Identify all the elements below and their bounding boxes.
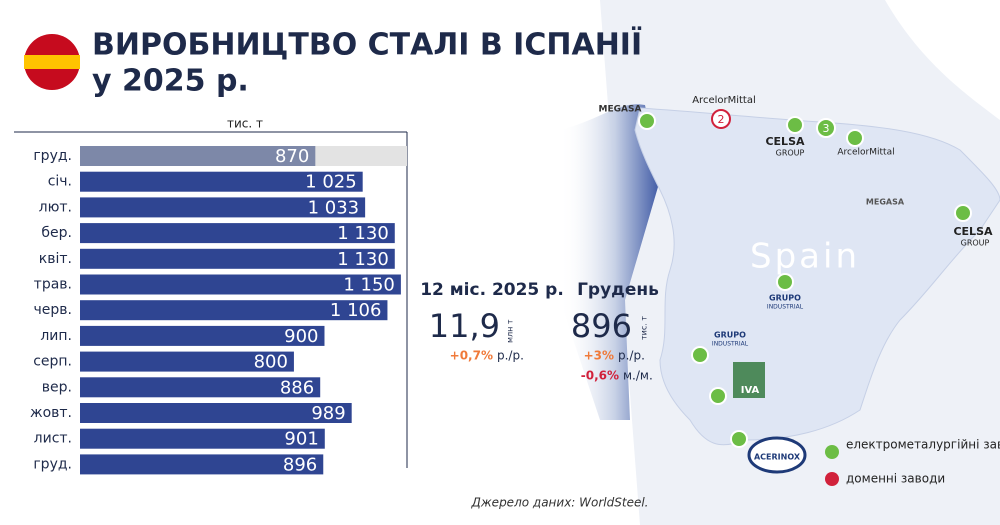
category-label: черв. — [34, 302, 72, 318]
value-label: 870 — [275, 146, 309, 167]
summary-change-unit: м./м. — [623, 369, 653, 383]
bar — [80, 274, 401, 295]
bar — [80, 325, 325, 346]
value-label: 989 — [311, 403, 345, 424]
bar — [80, 454, 324, 475]
map-label: GROUP — [961, 239, 990, 248]
legend-swatch — [825, 472, 839, 486]
summary-value: 896 — [571, 307, 632, 345]
category-label: лип. — [40, 328, 72, 344]
title: ВИРОБНИЦТВО СТАЛІ В ІСПАНІЇ — [92, 27, 642, 63]
marker-label: 2 — [718, 113, 725, 126]
category-label: серп. — [33, 354, 72, 370]
map-label: ArcelorMittal — [692, 95, 756, 106]
sea — [885, 0, 1000, 120]
summary-change: +0,7% — [450, 349, 493, 363]
portugal-shade — [560, 104, 660, 421]
value-label: 1 033 — [308, 197, 360, 218]
acerinox-logo — [747, 436, 807, 474]
title: у 2025 р. — [92, 64, 249, 99]
value-label: 800 — [254, 352, 288, 373]
summary-unit: млн т — [506, 319, 515, 343]
summary-value: 11,9 — [429, 307, 500, 345]
map-label: ArcelorMittal — [837, 148, 894, 158]
legend-swatch — [825, 445, 839, 459]
value-label: 1 025 — [305, 172, 357, 193]
bar — [80, 403, 352, 423]
plant-dot — [786, 116, 804, 134]
summary-change-unit: р./р. — [618, 349, 645, 363]
category-label: лист. — [34, 431, 72, 447]
value-label: 900 — [284, 326, 318, 347]
bar — [80, 197, 366, 218]
spain-shape — [634, 107, 1000, 446]
legend-label: електрометалургійні заводи — [846, 438, 1000, 452]
category-label: бер. — [41, 225, 72, 241]
category-label: січ. — [48, 174, 72, 190]
map-label: GROUP — [776, 149, 805, 158]
map-label: MEGASA — [866, 198, 905, 207]
summary-title: Грудень — [577, 280, 659, 300]
map-label: CELSA — [765, 135, 805, 148]
plant-dot — [709, 387, 727, 405]
marker-label: 3 — [823, 122, 830, 135]
summary-change: -0,6% — [581, 369, 619, 383]
bar — [80, 300, 388, 321]
plant-dot — [691, 346, 709, 364]
value-label: 1 106 — [330, 300, 382, 321]
value-label: 896 — [283, 454, 317, 475]
plant-dot — [638, 112, 656, 130]
bar — [80, 377, 321, 398]
map-label: INDUSTRIAL — [767, 304, 804, 311]
category-label: квіт. — [39, 251, 72, 267]
axis-label: тис. т — [227, 117, 263, 131]
legend-label: доменні заводи — [846, 472, 945, 486]
bar — [80, 428, 325, 449]
map-label: INDUSTRIAL — [712, 341, 749, 348]
bar — [80, 248, 395, 269]
category-label: лют. — [39, 199, 72, 215]
bar — [80, 146, 316, 166]
summary-title: 12 міс. 2025 р. — [420, 280, 564, 300]
blast-marker — [711, 109, 731, 129]
value-label: 1 130 — [337, 249, 389, 270]
summary-unit: тис. т — [640, 316, 649, 340]
map-label: GRUPO — [769, 294, 801, 303]
value-label: 1 150 — [343, 275, 395, 296]
map-label: CELSA — [953, 225, 993, 238]
value-label: 886 — [280, 377, 314, 398]
flag-stripe — [24, 55, 80, 69]
map-label: IVA — [741, 385, 760, 396]
plant-dot — [846, 129, 864, 147]
category-label: груд. — [33, 148, 72, 164]
category-label: вер. — [42, 379, 72, 395]
map-label: MEGASA — [599, 105, 642, 115]
plant-dots — [638, 112, 972, 448]
map-label: GRUPO — [714, 331, 746, 340]
category-label: груд. — [33, 456, 72, 472]
value-label: 901 — [284, 429, 318, 450]
map-country: Spain — [750, 237, 860, 277]
plant-dot — [954, 204, 972, 222]
iva-logo — [733, 362, 765, 398]
category-label: жовт. — [30, 405, 72, 421]
plant-dot — [776, 273, 794, 291]
bar — [80, 223, 395, 244]
map-label: ACERINOX — [754, 453, 801, 462]
plant-marker — [816, 118, 836, 138]
bar — [80, 351, 294, 372]
category-label: трав. — [34, 277, 72, 293]
bar — [80, 171, 363, 192]
summary-change-unit: р./р. — [497, 349, 524, 363]
source: Джерело даних: WorldSteel. — [471, 496, 649, 510]
plant-dot — [730, 430, 748, 448]
summary-change: +3% — [584, 349, 614, 363]
value-label: 1 130 — [337, 223, 389, 244]
